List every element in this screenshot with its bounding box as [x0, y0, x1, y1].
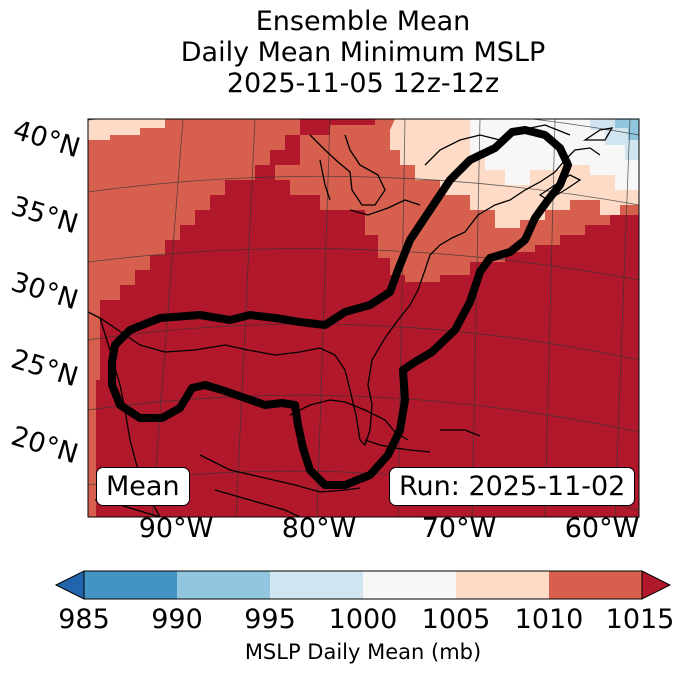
colorbar-tick-1015: 1015	[605, 604, 675, 635]
colorbar-bin-1000-1005	[363, 571, 456, 599]
field-nw-1005	[88, 119, 165, 140]
colorbar-tick-995: 995	[244, 604, 296, 635]
colorbar-bin-995-1000	[270, 571, 363, 599]
map-frame	[87, 118, 640, 518]
lon-label-90w: 90°W	[138, 513, 214, 544]
colorbar-under-arrow	[54, 570, 85, 600]
map-panel	[87, 118, 640, 518]
figure-title: Ensemble Mean Daily Mean Minimum MSLP 20…	[0, 6, 688, 99]
colorbar-tick-1000: 1000	[328, 604, 398, 635]
title-line-2: Daily Mean Minimum MSLP	[180, 37, 546, 68]
run-date-badge: Run: 2025-11-02	[389, 467, 636, 506]
colorbar-tick-1010: 1010	[514, 604, 584, 635]
lon-label-60w: 60°W	[564, 513, 640, 544]
title-line-1: Ensemble Mean	[255, 6, 471, 37]
colorbar-tick-990: 990	[151, 604, 203, 635]
colorbar-over-arrow	[641, 570, 672, 600]
lon-label-70w: 70°W	[421, 513, 497, 544]
colorbar-bin-1005-1010	[456, 571, 549, 599]
mean-badge: Mean	[96, 467, 190, 506]
field-west-1010-b	[88, 470, 96, 517]
colorbar-bin-985-990	[84, 571, 177, 599]
colorbar-frame	[83, 570, 643, 600]
colorbar-bin-1010-1015	[549, 571, 642, 599]
colorbar-tick-985: 985	[58, 604, 110, 635]
colorbar-tick-1005: 1005	[421, 604, 491, 635]
mslp-contour	[108, 126, 572, 489]
lon-label-80w: 80°W	[281, 513, 357, 544]
colorbar-bin-990-995	[177, 571, 270, 599]
title-line-3: 2025-11-05 12z-12z	[226, 68, 500, 99]
field-west-1010	[88, 119, 300, 470]
colorbar-label: MSLP Daily Mean (mb)	[244, 640, 482, 664]
field-ne-990	[615, 119, 639, 140]
colorbar	[54, 570, 672, 600]
